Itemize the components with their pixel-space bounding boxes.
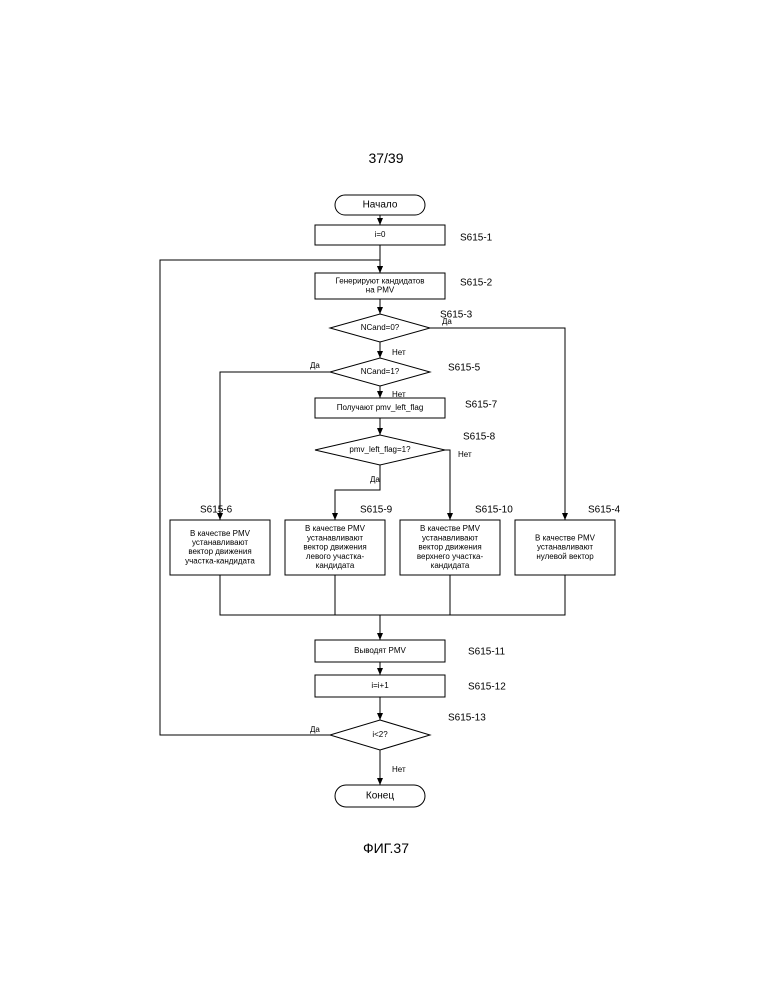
svg-text:участка-кандидата: участка-кандидата [185,556,255,565]
svg-text:В качестве PMV: В качестве PMV [190,529,251,538]
svg-text:Нет: Нет [392,348,406,357]
svg-text:S615-10: S615-10 [475,505,513,516]
svg-text:NCand=0?: NCand=0? [361,323,400,332]
svg-text:S615-3: S615-3 [440,310,473,321]
svg-text:S615-5: S615-5 [448,363,481,374]
svg-text:левого участка-: левого участка- [306,552,365,561]
svg-text:верхнего участка-: верхнего участка- [417,552,484,561]
svg-text:устанавливают: устанавливают [307,533,363,542]
svg-text:кандидата: кандидата [431,561,470,570]
svg-text:i=i+1: i=i+1 [371,681,389,690]
svg-text:кандидата: кандидата [316,561,355,570]
nodes: S615-1 S615-2 S615-3 S615-5 S615-7 S615-8 S615… [170,195,621,807]
svg-text:Да: Да [310,725,320,734]
svg-text:NCand=1?: NCand=1? [361,367,400,376]
svg-text:S615-13: S615-13 [448,713,486,724]
svg-text:Нет: Нет [392,765,406,774]
svg-text:S615-2: S615-2 [460,278,493,289]
svg-text:S615-11: S615-11 [468,647,506,658]
figure-caption: ФИГ.37 [0,840,772,856]
svg-text:на PMV: на PMV [366,286,395,295]
svg-text:вектор движения: вектор движения [303,543,366,552]
svg-text:pmv_left_flag=1?: pmv_left_flag=1? [349,445,411,454]
svg-text:S615-9: S615-9 [360,505,393,516]
svg-text:Да: Да [310,361,320,370]
svg-text:S615-12: S615-12 [468,682,506,693]
svg-text:S615-7: S615-7 [465,400,498,411]
svg-text:S615-1: S615-1 [460,233,493,244]
svg-text:вектор движения: вектор движения [188,547,251,556]
svg-text:Генерируют кандидатов: Генерируют кандидатов [336,277,425,286]
edges: НетДаНетДаДаНетНетДа [160,215,565,785]
svg-text:В качестве PMV: В качестве PMV [535,533,596,542]
svg-text:Выводят PMV: Выводят PMV [354,646,406,655]
svg-text:устанавливают: устанавливают [422,533,478,542]
svg-text:i=0: i=0 [375,230,386,239]
svg-text:Нет: Нет [458,450,472,459]
svg-text:Конец: Конец [366,791,394,802]
svg-text:устанавливают: устанавливают [192,538,248,547]
page-number: 37/39 [0,150,772,166]
svg-text:Получают pmv_left_flag: Получают pmv_left_flag [337,403,424,412]
svg-text:вектор движения: вектор движения [418,543,481,552]
svg-text:В качестве PMV: В качестве PMV [420,524,481,533]
svg-text:S615-4: S615-4 [588,505,621,516]
svg-text:i<2?: i<2? [372,730,388,739]
svg-text:Да: Да [370,475,380,484]
svg-text:S615-8: S615-8 [463,432,496,443]
svg-text:В качестве PMV: В качестве PMV [305,524,366,533]
svg-text:Начало: Начало [363,200,398,211]
svg-text:S615-6: S615-6 [200,505,233,516]
svg-text:нулевой вектор: нулевой вектор [536,552,594,561]
svg-text:устанавливают: устанавливают [537,543,593,552]
